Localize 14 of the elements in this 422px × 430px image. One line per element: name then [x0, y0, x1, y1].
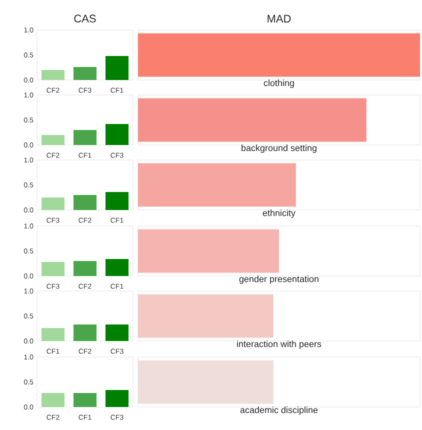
y-tick-label: clothing	[264, 80, 294, 88]
y-tick-label: ethnicity	[262, 210, 296, 218]
bar	[41, 134, 65, 145]
bar	[105, 124, 129, 145]
bar	[105, 56, 129, 80]
y-tick-label: interaction with peers	[237, 340, 322, 349]
bar	[73, 66, 97, 80]
y-tick-label: background setting	[242, 144, 316, 153]
chart-title: MAD	[268, 14, 291, 22]
bar	[41, 70, 65, 80]
y-tick-label: gender presentation	[239, 276, 318, 284]
bar	[73, 130, 97, 145]
chart-title: CAS	[74, 14, 96, 22]
y-tick-label: academic discipline	[240, 406, 318, 415]
